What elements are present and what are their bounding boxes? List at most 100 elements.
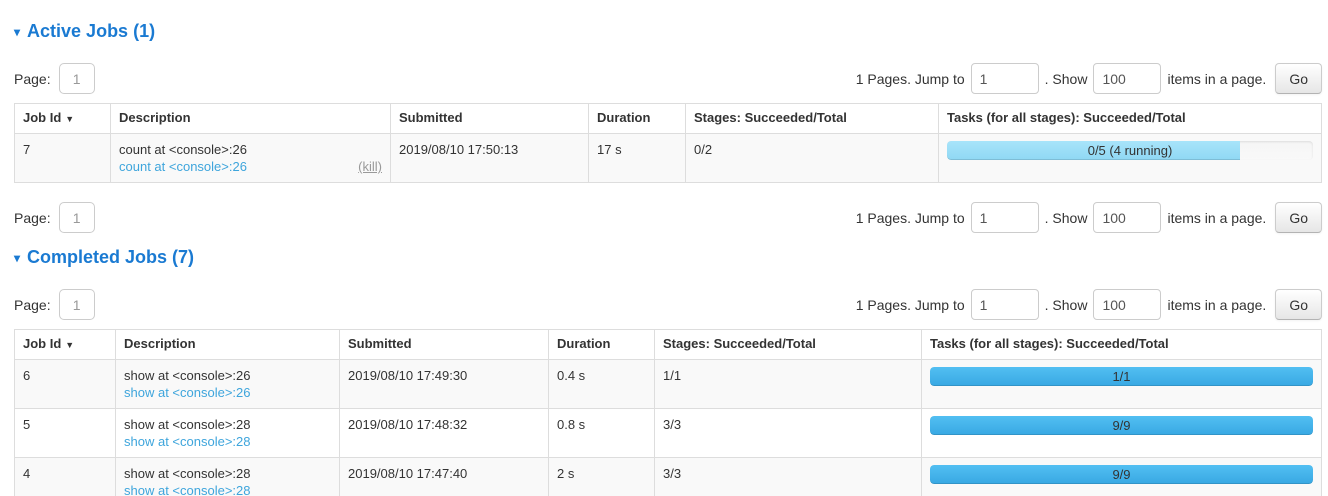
duration-cell: 0.8 s: [548, 408, 655, 458]
duration-cell: 0.4 s: [548, 359, 655, 409]
description-text: show at <console>:28: [124, 466, 251, 481]
submitted-cell: 2019/08/10 17:50:13: [390, 133, 589, 183]
kill-job-link[interactable]: (kill): [358, 159, 382, 174]
duration-cell: 17 s: [588, 133, 686, 183]
tasks-cell: 9/9: [921, 457, 1322, 496]
page-number-input[interactable]: [58, 289, 95, 320]
active-jobs-table: Job Id ▼ Description Submitted Duration S…: [14, 103, 1322, 183]
progress-label: 1/1: [1112, 369, 1131, 384]
running-bar-fill: [947, 141, 1240, 160]
description-text: show at <console>:26: [124, 368, 251, 383]
pages-count-text: 1 Pages. Jump to: [855, 70, 965, 87]
page-number-input[interactable]: [58, 202, 95, 233]
tasks-progress-bar: 9/9: [930, 416, 1313, 435]
job-detail-link[interactable]: count at <console>:26: [119, 159, 247, 174]
description-cell: count at <console>:26 count at <console>…: [110, 133, 391, 183]
tasks-cell: 1/1: [921, 359, 1322, 409]
job-id-cell: 5: [14, 408, 116, 458]
completed-jobs-table: Job Id ▼ Description Submitted Duration S…: [14, 329, 1322, 496]
active-job-row: 7 count at <console>:26 count at <consol…: [14, 133, 1322, 183]
header-duration[interactable]: Duration: [548, 329, 655, 360]
tasks-cell: 0/5 (4 running): [938, 133, 1322, 183]
stages-cell: 3/3: [654, 408, 922, 458]
items-per-page-input[interactable]: [1093, 289, 1162, 320]
header-stages[interactable]: Stages: Succeeded/Total: [685, 103, 939, 134]
submitted-cell: 2019/08/10 17:49:30: [339, 359, 549, 409]
stages-cell: 3/3: [654, 457, 922, 496]
tasks-progress-bar: 0/5 (4 running): [947, 141, 1313, 160]
header-description[interactable]: Description: [110, 103, 391, 134]
progress-label: 9/9: [1112, 467, 1131, 482]
jump-to-page-input[interactable]: [970, 289, 1039, 320]
description-cell: show at <console>:28 show at <console>:2…: [115, 408, 340, 458]
tasks-progress-bar: 1/1: [930, 367, 1313, 386]
show-text: . Show: [1044, 209, 1088, 226]
header-job-id[interactable]: Job Id ▼: [14, 329, 116, 360]
completed-jobs-title: Completed Jobs (7): [27, 247, 195, 267]
completed-job-row: 6 show at <console>:26 show at <console>…: [14, 359, 1322, 409]
description-text: count at <console>:26: [119, 142, 247, 157]
header-submitted[interactable]: Submitted: [339, 329, 549, 360]
completed-bar-fill: [930, 416, 1313, 435]
active-pagination-bottom: Page: 1 Pages. Jump to . Show items in a…: [14, 202, 1322, 233]
items-per-page-input[interactable]: [1093, 202, 1162, 233]
pages-count-text: 1 Pages. Jump to: [855, 296, 965, 313]
go-button[interactable]: Go: [1275, 63, 1322, 94]
tasks-cell: 9/9: [921, 408, 1322, 458]
page-label: Page:: [14, 296, 51, 313]
header-stages[interactable]: Stages: Succeeded/Total: [654, 329, 922, 360]
submitted-cell: 2019/08/10 17:47:40: [339, 457, 549, 496]
description-text: show at <console>:28: [124, 417, 251, 432]
items-text: items in a page.: [1167, 70, 1267, 87]
stages-cell: 0/2: [685, 133, 939, 183]
sort-desc-icon: ▼: [65, 340, 75, 350]
header-duration[interactable]: Duration: [588, 103, 686, 134]
job-id-cell: 7: [14, 133, 111, 183]
items-text: items in a page.: [1167, 296, 1267, 313]
description-cell: show at <console>:28 show at <console>:2…: [115, 457, 340, 496]
header-job-id[interactable]: Job Id ▼: [14, 103, 111, 134]
header-tasks[interactable]: Tasks (for all stages): Succeeded/Total: [921, 329, 1322, 360]
progress-label: 0/5 (4 running): [1087, 143, 1173, 158]
go-button[interactable]: Go: [1275, 289, 1322, 320]
completed-pagination-top: Page: 1 Pages. Jump to . Show items in a…: [14, 289, 1322, 320]
table-header-row: Job Id ▼ Description Submitted Duration S…: [14, 103, 1322, 134]
items-per-page-input[interactable]: [1093, 63, 1162, 94]
job-id-cell: 6: [14, 359, 116, 409]
show-text: . Show: [1044, 70, 1088, 87]
jump-to-page-input[interactable]: [970, 63, 1039, 94]
description-cell: show at <console>:26 show at <console>:2…: [115, 359, 340, 409]
completed-job-row: 5 show at <console>:28 show at <console>…: [14, 408, 1322, 458]
tasks-progress-bar: 9/9: [930, 465, 1313, 484]
header-submitted[interactable]: Submitted: [390, 103, 589, 134]
sort-desc-icon: ▼: [65, 114, 75, 124]
active-jobs-heading[interactable]: ▾ Active Jobs (1): [14, 21, 1322, 44]
stages-cell: 1/1: [654, 359, 922, 409]
jump-to-page-input[interactable]: [970, 202, 1039, 233]
completed-job-row: 4 show at <console>:28 show at <console>…: [14, 457, 1322, 496]
page-number-input[interactable]: [58, 63, 95, 94]
completed-bar-fill: [930, 465, 1313, 484]
active-pagination-top: Page: 1 Pages. Jump to . Show items in a…: [14, 63, 1322, 94]
header-tasks[interactable]: Tasks (for all stages): Succeeded/Total: [938, 103, 1322, 134]
collapse-arrow-icon: ▾: [14, 25, 21, 39]
show-text: . Show: [1044, 296, 1088, 313]
go-button[interactable]: Go: [1275, 202, 1322, 233]
completed-bar-fill: [930, 367, 1313, 386]
jobs-page: ▾ Active Jobs (1) Page: 1 Pages. Jump to …: [0, 21, 1328, 496]
page-label: Page:: [14, 70, 51, 87]
job-detail-link[interactable]: show at <console>:28: [124, 483, 251, 496]
submitted-cell: 2019/08/10 17:48:32: [339, 408, 549, 458]
completed-jobs-heading[interactable]: ▾ Completed Jobs (7): [14, 247, 1322, 270]
pages-count-text: 1 Pages. Jump to: [855, 209, 965, 226]
duration-cell: 2 s: [548, 457, 655, 496]
job-detail-link[interactable]: show at <console>:26: [124, 385, 251, 400]
collapse-arrow-icon: ▾: [14, 251, 21, 265]
header-description[interactable]: Description: [115, 329, 340, 360]
items-text: items in a page.: [1167, 209, 1267, 226]
active-jobs-title: Active Jobs (1): [27, 21, 156, 41]
table-header-row: Job Id ▼ Description Submitted Duration S…: [14, 329, 1322, 360]
job-detail-link[interactable]: show at <console>:28: [124, 434, 251, 449]
job-id-cell: 4: [14, 457, 116, 496]
page-label: Page:: [14, 209, 51, 226]
